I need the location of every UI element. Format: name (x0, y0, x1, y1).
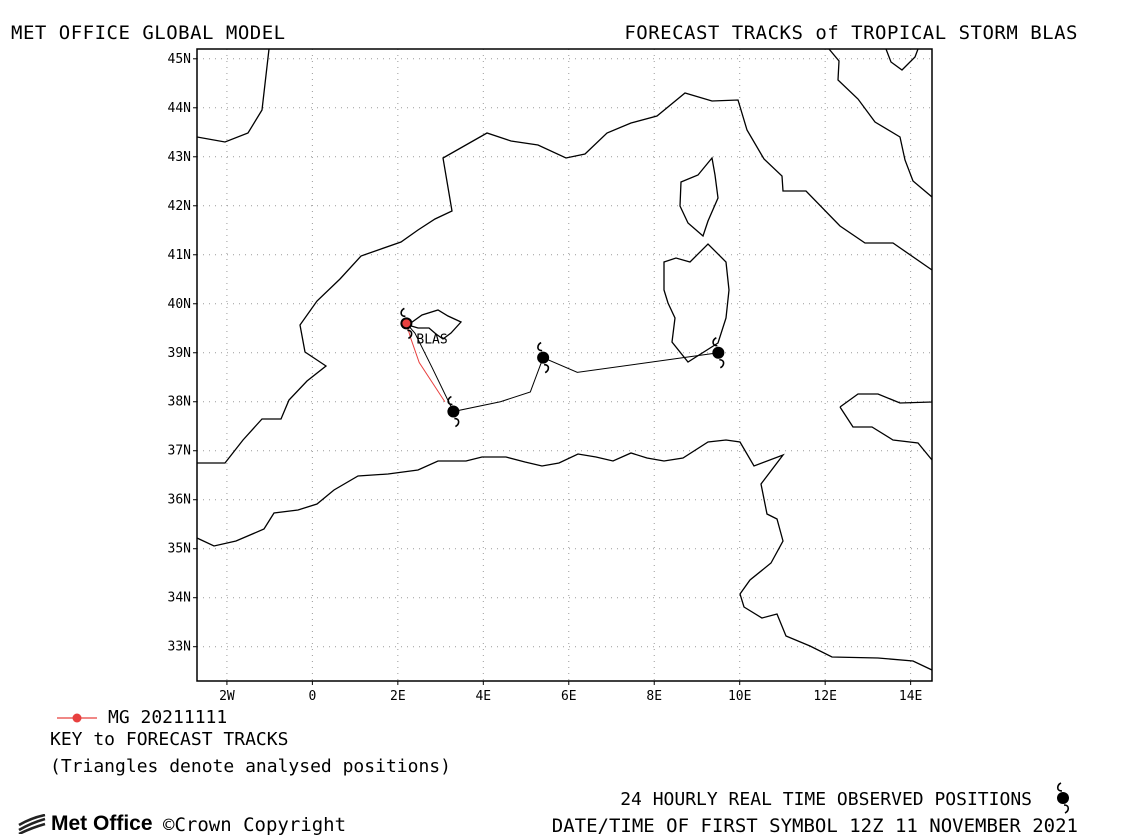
legend-note: (Triangles denote analysed positions) (50, 756, 451, 777)
island-mallorca (406, 309, 463, 340)
hurricane-symbol-icon (1056, 782, 1070, 814)
copyright-text: Crown Copyright (174, 814, 347, 836)
observed-position-marker (446, 395, 461, 428)
observed-positions (399, 307, 726, 428)
graticule (197, 49, 932, 681)
lat-tick-label: 40N (168, 297, 191, 312)
coastline-alps (885, 49, 919, 71)
island-sicily (839, 393, 932, 461)
forecast-track-line (406, 323, 719, 413)
storm-name-label: BLAS (416, 332, 447, 347)
chart-title: FORECAST TRACKS of TROPICAL STORM BLAS (624, 22, 1078, 44)
legend-model-line (57, 713, 97, 723)
axis-tick-labels: 33N 34N 35N 36N 37N 38N 39N 40N 41N 42N 43N 44N 45N 2… (168, 52, 923, 704)
coastline-italy-north (828, 49, 932, 198)
legend-model-label: MG 20211111 (108, 707, 228, 728)
lat-tick-label: 36N (168, 493, 191, 508)
met-office-swoosh-icon (18, 814, 46, 834)
lon-tick-label: 10E (728, 689, 751, 704)
lat-tick-label: 37N (168, 444, 191, 459)
met-office-logo: Met Office (17, 812, 153, 836)
lon-tick-label: 6E (561, 689, 577, 704)
lat-tick-label: 42N (168, 199, 191, 214)
lat-tick-label: 43N (168, 150, 191, 165)
analysed-track-line (405, 323, 446, 403)
lon-tick-label: 4E (475, 689, 491, 704)
plot-frame (196, 48, 933, 682)
coastline-iberia-france (197, 49, 270, 143)
first-symbol-datetime: DATE/TIME OF FIRST SYMBOL 12Z 11 NOVEMBE… (551, 815, 1078, 837)
lat-tick-label: 44N (168, 101, 191, 116)
lon-tick-label: 0 (308, 689, 316, 704)
legend-key-title: KEY to FORECAST TRACKS (50, 729, 289, 750)
lat-tick-label: 39N (168, 346, 191, 361)
observed-positions-label: 24 HOURLY REAL TIME OBSERVED POSITIONS (620, 789, 1032, 810)
logo-text: Met Office (51, 812, 153, 835)
lon-tick-label: 12E (813, 689, 836, 704)
island-corsica (679, 156, 719, 238)
coastline-spain-east (197, 92, 932, 464)
lon-tick-label: 2W (219, 689, 235, 704)
lon-tick-label: 2E (390, 689, 406, 704)
model-title: MET OFFICE GLOBAL MODEL (11, 22, 286, 44)
lat-tick-label: 35N (168, 542, 191, 557)
lat-tick-label: 45N (168, 52, 191, 67)
analysed-start-marker (402, 319, 411, 328)
copyright-symbol-icon: © (163, 814, 175, 836)
lon-tick-label: 14E (899, 689, 922, 704)
lat-tick-label: 33N (168, 640, 191, 655)
lat-tick-label: 38N (168, 395, 191, 410)
island-sardinia (663, 243, 730, 363)
crown-copyright: ©Crown Copyright (163, 814, 346, 836)
coastline-africa (197, 439, 932, 671)
coastlines (197, 49, 932, 671)
lon-tick-label: 8E (646, 689, 662, 704)
lat-tick-label: 41N (168, 248, 191, 263)
lat-tick-label: 34N (168, 591, 191, 606)
